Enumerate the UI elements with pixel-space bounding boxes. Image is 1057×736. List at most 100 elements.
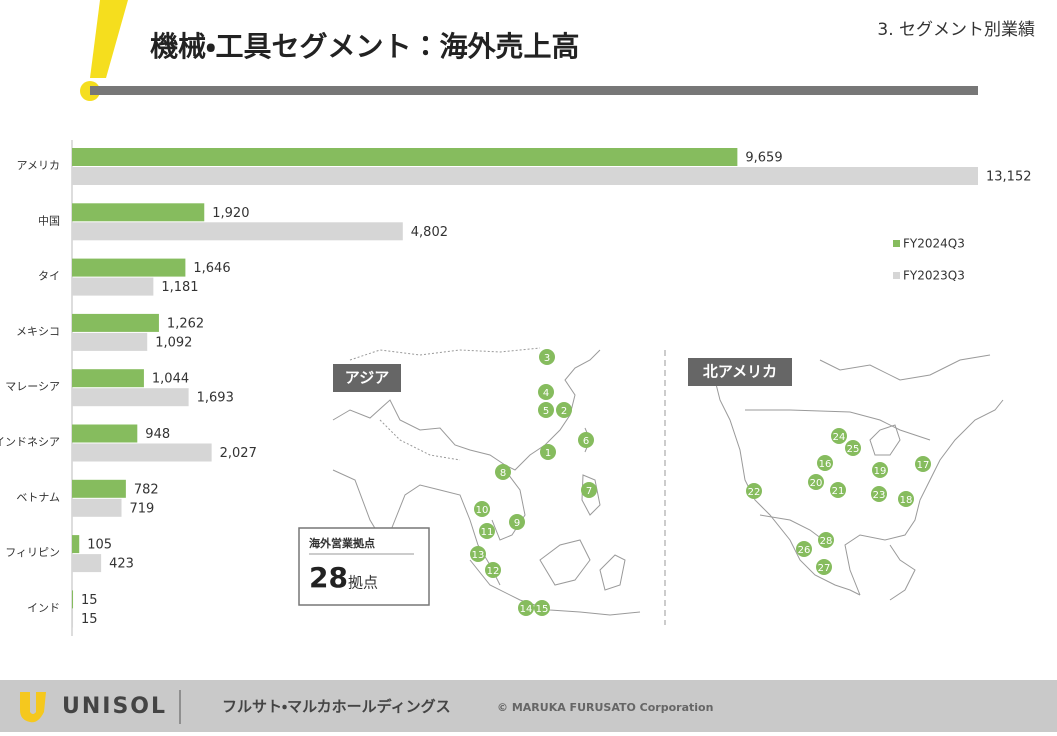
brand-name: UNISOL (62, 694, 167, 719)
value-label: 1,092 (155, 335, 192, 350)
section-label: 3. セグメント別業績 (877, 20, 1035, 40)
site-number: 11 (481, 527, 494, 538)
bar (72, 332, 148, 351)
category-label: メキシコ (16, 325, 60, 338)
bar (72, 554, 102, 573)
site-marker (796, 541, 812, 557)
site-number: 16 (819, 459, 832, 470)
value-label: 1,920 (212, 206, 249, 221)
value-label: 105 (87, 538, 112, 553)
accent-stroke (90, 0, 128, 78)
site-marker (534, 600, 550, 616)
island (599, 554, 626, 591)
site-number: 12 (487, 566, 500, 577)
site-number: 17 (917, 460, 930, 471)
site-number: 14 (520, 604, 533, 615)
site-number: 5 (543, 406, 549, 417)
bar (72, 222, 403, 241)
island (539, 539, 591, 586)
site-number: 18 (900, 495, 913, 506)
site-number: 10 (476, 505, 489, 516)
bar (72, 498, 122, 517)
legend-label: FY2024Q3 (903, 237, 965, 251)
site-number: 7 (586, 486, 592, 497)
summary-unit: 拠点 (348, 574, 378, 592)
value-label: 719 (130, 501, 155, 516)
value-label: 423 (109, 557, 134, 572)
value-label: 4,802 (411, 225, 448, 240)
site-marker (898, 491, 914, 507)
map-label: 北アメリカ (703, 363, 777, 381)
site-number: 20 (810, 478, 823, 489)
header-rule (90, 86, 978, 95)
site-marker (495, 464, 511, 480)
bar (72, 424, 138, 443)
lakes (869, 424, 901, 456)
site-number: 6 (583, 436, 589, 447)
company-name: フルサト・マルカホールディングス (222, 698, 451, 716)
legend: FY2024Q3 FY2023Q3 (893, 237, 965, 283)
site-marker (538, 384, 554, 400)
site-marker (915, 456, 931, 472)
summary-count: 28 (309, 561, 348, 594)
site-marker (872, 462, 888, 478)
site-marker (830, 482, 846, 498)
site-marker (845, 440, 861, 456)
category-label: 中国 (38, 214, 60, 227)
site-number: 27 (818, 563, 831, 574)
site-marker (556, 402, 572, 418)
north-america-map (699, 354, 1004, 601)
site-marker (479, 523, 495, 539)
site-number: 26 (798, 545, 811, 556)
site-marker (538, 402, 554, 418)
legend-swatch (893, 240, 900, 247)
site-number: 22 (748, 487, 761, 498)
category-label: タイ (38, 270, 60, 283)
coastline (844, 399, 1004, 596)
coastline (819, 354, 991, 381)
bar (72, 590, 74, 609)
value-label: 1,693 (197, 391, 234, 406)
site-marker (578, 432, 594, 448)
bar (72, 479, 126, 498)
site-number: 1 (545, 448, 551, 459)
category-label: アメリカ (17, 159, 60, 172)
bar (72, 388, 189, 407)
bar (72, 277, 154, 296)
legend-label: FY2023Q3 (903, 269, 965, 283)
brand-logo (20, 692, 46, 723)
summary-caption: 海外営業拠点 (309, 536, 375, 550)
map-label-box (333, 364, 401, 392)
category-label: ベトナム (16, 491, 60, 504)
site-marker (818, 532, 834, 548)
category-label: インド (27, 601, 60, 614)
map-label-box (688, 358, 792, 386)
site-marker (470, 546, 486, 562)
bar (72, 369, 144, 388)
site-marker (509, 514, 525, 530)
site-marker (581, 482, 597, 498)
site-number: 2 (561, 406, 567, 417)
value-label: 9,659 (745, 151, 782, 166)
site-marker (831, 428, 847, 444)
bar (72, 535, 80, 554)
value-label: 782 (134, 482, 159, 497)
coastline (332, 469, 501, 586)
site-number: 24 (833, 432, 846, 443)
site-marker (817, 455, 833, 471)
site-number: 9 (514, 518, 520, 529)
legend-swatch (893, 272, 900, 279)
bar-chart: アメリカ 9,659 13,152 中国 1,920 4,802 タイ 1,646 1,181 メ… (0, 148, 1032, 628)
bar (72, 313, 159, 332)
site-number: 8 (500, 468, 506, 479)
bar (72, 443, 212, 462)
site-marker (518, 600, 534, 616)
border (379, 419, 461, 461)
value-label: 2,027 (220, 446, 257, 461)
border (745, 409, 931, 441)
site-marker (746, 483, 762, 499)
site-marker (474, 501, 490, 517)
site-number: 4 (543, 388, 549, 399)
value-label: 1,181 (161, 280, 198, 295)
site-number: 25 (847, 444, 860, 455)
